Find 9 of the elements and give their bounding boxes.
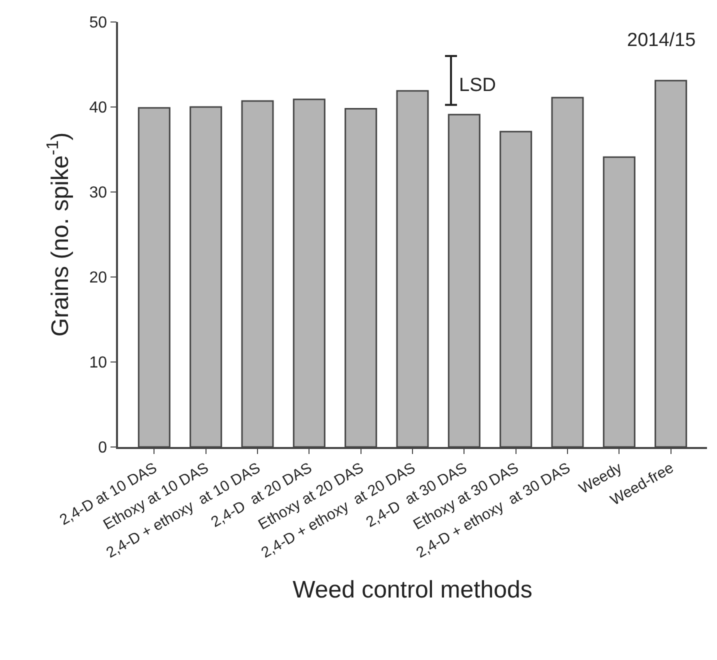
- annotation: LSD: [459, 75, 496, 96]
- y-tick-label: 20: [89, 270, 108, 287]
- y-tick-label: 0: [98, 440, 108, 457]
- y-tick-label: 30: [89, 184, 108, 202]
- y-tick-label: 50: [89, 14, 108, 32]
- y-tick-label: 10: [89, 354, 108, 372]
- annotation: 2014/15: [627, 30, 696, 51]
- x-axis-title: Weed control methods: [292, 576, 532, 604]
- y-tick-label: 40: [89, 100, 108, 117]
